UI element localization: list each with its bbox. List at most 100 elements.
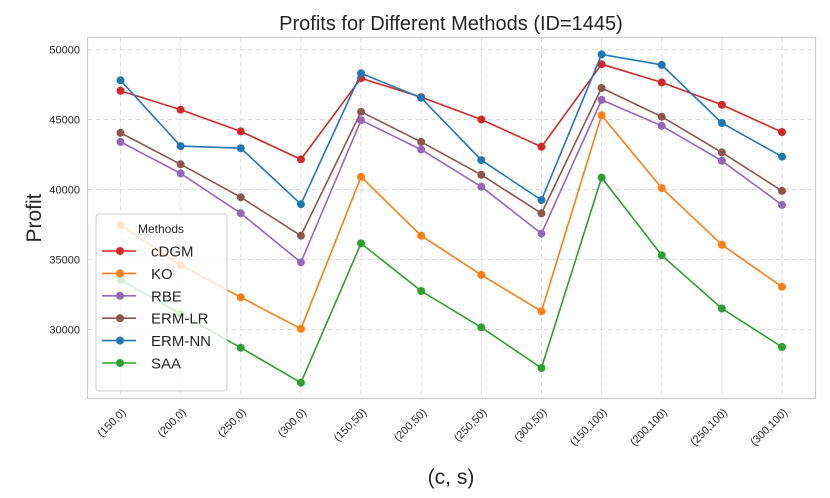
data-point [597, 60, 606, 69]
data-point [537, 209, 546, 218]
legend-item-erm-lr: ERM-LR [102, 311, 209, 328]
data-point [477, 182, 486, 191]
x-tick-label: (200,0) [156, 407, 189, 440]
series-erm-nn [116, 50, 786, 209]
data-point [477, 156, 486, 165]
series-line [120, 98, 783, 264]
legend-marker-icon [116, 336, 124, 345]
data-point [236, 127, 245, 136]
data-point [717, 156, 726, 165]
legend-label: SAA [151, 356, 181, 373]
data-point [236, 209, 245, 218]
data-point [537, 364, 546, 372]
data-point [116, 86, 125, 95]
series-rbe [116, 95, 786, 267]
data-point [417, 137, 426, 146]
data-point [357, 172, 366, 181]
data-point [357, 239, 366, 248]
data-point [717, 304, 726, 313]
data-point [717, 240, 726, 249]
data-point [778, 186, 786, 195]
legend-item-ko: KO [102, 266, 173, 283]
y-tick-label: 45000 [49, 115, 80, 127]
data-point [537, 307, 546, 316]
legend-label: RBE [151, 288, 182, 305]
series-line [120, 175, 783, 384]
data-point [296, 155, 305, 164]
data-point [778, 200, 786, 209]
x-tick-label: (150,0) [95, 407, 128, 440]
y-tick-labels: 30000 35000 40000 45000 50000 [49, 45, 80, 337]
legend-label: ERM-LR [151, 311, 209, 328]
legend-marker-icon [116, 291, 124, 300]
legend-item-rbe: RBE [102, 288, 182, 305]
legend-item-cdgm: cDGM [102, 244, 194, 261]
legend-item-saa: SAA [102, 356, 181, 373]
legend-label: KO [151, 266, 173, 283]
data-point [357, 116, 366, 125]
legend-marker-icon [116, 269, 124, 278]
data-point [236, 193, 245, 202]
data-point [657, 78, 666, 87]
data-point [417, 231, 426, 240]
data-point [116, 128, 125, 137]
legend-marker-icon [116, 314, 124, 323]
legend-box [95, 213, 228, 392]
plot-frame [86, 36, 817, 400]
data-point [357, 107, 366, 116]
series-line [120, 86, 783, 237]
data-point [477, 323, 486, 332]
legend-marker-icon [116, 247, 124, 255]
y-tick-label: 50000 [49, 45, 80, 57]
data-point [717, 119, 726, 127]
data-point [236, 144, 245, 153]
data-point [176, 142, 185, 151]
legend-label: ERM-NN [151, 333, 211, 350]
data-point [657, 121, 666, 130]
series-line [119, 53, 783, 206]
data-point [477, 170, 486, 179]
data-point [236, 293, 245, 302]
data-point [417, 145, 426, 154]
data-point [296, 324, 305, 333]
x-tick-label: (300,100) [748, 407, 790, 449]
x-tick-label: (250,50) [452, 407, 489, 444]
x-tick-label: (250,0) [216, 407, 249, 440]
data-point [597, 95, 606, 104]
legend-label: cDGM [151, 244, 194, 261]
data-point [597, 111, 606, 120]
x-tick-label: (300,0) [276, 407, 309, 440]
data-point [296, 200, 305, 209]
y-tick-label: 40000 [49, 185, 80, 197]
series-erm-lr [116, 84, 786, 240]
x-tick-label: (300,50) [512, 407, 549, 444]
data-point [477, 115, 486, 124]
y-tick-label: 35000 [49, 255, 80, 267]
data-point [176, 160, 185, 169]
x-tick-label: (150,100) [568, 407, 610, 449]
data-point [657, 184, 666, 193]
legend-item-erm-nn: ERM-NN [102, 333, 211, 350]
x-axis-label: (c, s) [428, 466, 475, 489]
data-point [657, 60, 666, 69]
data-point [537, 196, 546, 204]
data-point [537, 229, 546, 238]
data-point [778, 282, 786, 291]
data-point [116, 76, 125, 85]
data-point [717, 100, 726, 109]
data-point [417, 287, 426, 295]
data-point [296, 231, 305, 240]
x-tick-labels: (150,0) (200,0) (250,0) (300,0) (150,50) (200… [95, 407, 790, 449]
series-line [120, 63, 783, 161]
series-line [120, 113, 783, 330]
chart-title: Profits for Different Methods (ID=1445) [279, 13, 623, 35]
data-point [778, 128, 786, 137]
data-point [176, 105, 185, 114]
y-tick-label: 30000 [49, 325, 80, 337]
data-point [597, 84, 606, 92]
data-point [357, 69, 366, 78]
data-point [417, 93, 426, 102]
data-point [296, 258, 305, 267]
x-tick-label: (200,50) [392, 407, 429, 444]
